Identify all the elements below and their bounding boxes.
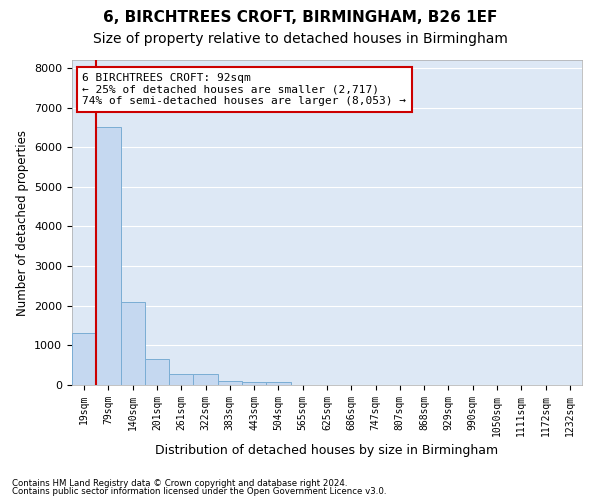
- Y-axis label: Number of detached properties: Number of detached properties: [16, 130, 29, 316]
- Text: Contains HM Land Registry data © Crown copyright and database right 2024.: Contains HM Land Registry data © Crown c…: [12, 478, 347, 488]
- X-axis label: Distribution of detached houses by size in Birmingham: Distribution of detached houses by size …: [155, 444, 499, 457]
- Text: 6 BIRCHTREES CROFT: 92sqm
← 25% of detached houses are smaller (2,717)
74% of se: 6 BIRCHTREES CROFT: 92sqm ← 25% of detac…: [82, 73, 406, 106]
- Bar: [242, 382, 266, 385]
- Bar: [72, 334, 96, 385]
- Text: 6, BIRCHTREES CROFT, BIRMINGHAM, B26 1EF: 6, BIRCHTREES CROFT, BIRMINGHAM, B26 1EF: [103, 10, 497, 25]
- Text: Contains public sector information licensed under the Open Government Licence v3: Contains public sector information licen…: [12, 487, 386, 496]
- Bar: [266, 382, 290, 385]
- Bar: [193, 374, 218, 385]
- Bar: [96, 128, 121, 385]
- Bar: [145, 359, 169, 385]
- Bar: [218, 380, 242, 385]
- Bar: [169, 374, 193, 385]
- Bar: [121, 302, 145, 385]
- Text: Size of property relative to detached houses in Birmingham: Size of property relative to detached ho…: [92, 32, 508, 46]
